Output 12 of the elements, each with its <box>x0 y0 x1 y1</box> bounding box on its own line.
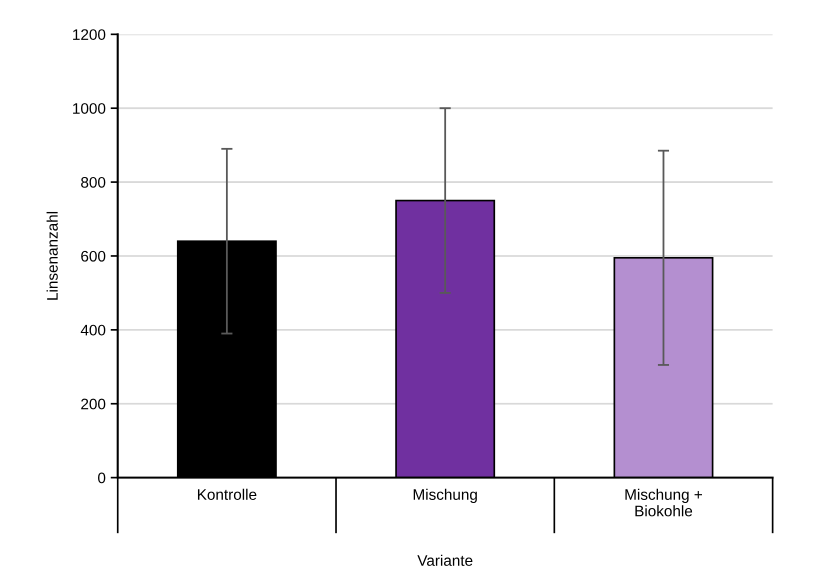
y-tick-label: 1200 <box>73 29 106 40</box>
x-tick-label: Mischung + Biokohle <box>625 488 702 516</box>
y-tick-label: 600 <box>81 250 106 262</box>
y-tick-label: 1000 <box>73 103 106 114</box>
x-axis-title: Variante <box>417 554 472 566</box>
y-tick-label: 200 <box>81 398 106 410</box>
x-tick-label: Kontrolle <box>198 488 256 500</box>
y-axis-title: Linsenanzahl <box>46 212 58 300</box>
y-tick-label: 0 <box>98 472 106 484</box>
y-tick-label: 400 <box>80 324 106 336</box>
x-tick-label: Mischung <box>414 488 477 503</box>
y-tick-label: 800 <box>81 176 106 188</box>
